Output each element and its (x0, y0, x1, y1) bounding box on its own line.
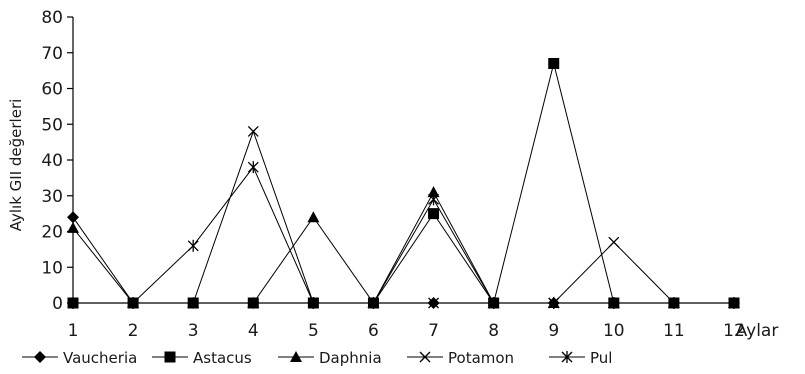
legend-item-daphnia: Daphnia (278, 349, 382, 367)
x-tick-label: 1 (68, 321, 79, 341)
series-daphnia (67, 186, 740, 308)
x-tick-label: 2 (128, 321, 139, 341)
data-point-daphnia (427, 186, 440, 198)
y-axis-title: Aylık GII değerleri (7, 99, 25, 232)
series-pul (67, 161, 740, 309)
legend-label: Daphnia (319, 349, 382, 367)
series-line-daphnia (72, 191, 734, 304)
data-point-vaucheria (67, 211, 79, 224)
data-point-pul (247, 161, 259, 174)
legend-marker-vaucheria (34, 351, 46, 363)
x-tick-label: 8 (488, 321, 499, 341)
x-axis-title: Aylar (736, 321, 779, 341)
data-point-potamon (187, 297, 199, 309)
x-tick-label: 5 (308, 321, 319, 341)
data-point-pul (608, 297, 620, 309)
y-tick-label: 30 (41, 187, 63, 207)
x-axis-ticks: 1 2 3 4 5 6 7 8 9 10 11 12 (68, 321, 745, 341)
data-point-potamon (247, 125, 259, 137)
legend-item-vaucheria: Vaucheria (22, 349, 137, 367)
series-line-pul (73, 166, 734, 304)
x-tick-label: 3 (188, 321, 199, 341)
x-tick-label: 4 (248, 321, 259, 341)
y-tick-label: 40 (41, 151, 63, 171)
y-tick-label: 80 (41, 8, 63, 28)
y-tick-label: 60 (41, 80, 63, 100)
legend: Vaucheria Astacus Daphnia Potamon Pul (22, 349, 612, 367)
data-point-pul (127, 297, 139, 309)
series-layer (67, 57, 740, 309)
y-tick-label: 10 (41, 258, 63, 278)
x-tick-label: 7 (428, 321, 439, 341)
data-point-potamon (428, 297, 440, 309)
y-axis-ticks: 0 10 20 30 40 50 60 70 80 (41, 8, 73, 314)
x-tick-label: 11 (663, 321, 685, 341)
legend-label: Astacus (193, 349, 252, 367)
y-tick-label: 0 (52, 294, 63, 314)
data-point-pul (367, 297, 379, 309)
legend-item-astacus: Astacus (152, 349, 252, 367)
legend-item-pul: Pul (549, 349, 612, 367)
legend-marker-astacus (164, 351, 176, 363)
series-line-vaucheria (72, 216, 734, 304)
data-point-pul (307, 297, 319, 309)
series-line-astacus (73, 63, 734, 305)
data-point-pul (488, 297, 500, 309)
data-point-pul (668, 297, 680, 309)
series-vaucheria (67, 211, 740, 309)
data-point-pul (187, 239, 199, 252)
x-tick-label: 10 (603, 321, 625, 341)
data-point-pul (67, 297, 79, 309)
legend-item-potamon: Potamon (407, 349, 514, 367)
data-point-daphnia (247, 297, 260, 308)
x-tick-label: 6 (368, 321, 379, 341)
x-tick-label: 12 (723, 321, 745, 341)
series-astacus (67, 57, 740, 309)
legend-label: Vaucheria (63, 349, 137, 367)
data-point-astacus (428, 208, 440, 220)
data-point-potamon (608, 236, 620, 248)
legend-marker-pul (561, 351, 573, 363)
legend-marker-potamon (419, 351, 431, 363)
data-point-daphnia (307, 211, 320, 223)
y-tick-label: 20 (41, 223, 63, 243)
data-point-astacus (548, 57, 560, 69)
y-tick-label: 70 (41, 44, 63, 64)
series-potamon (67, 125, 740, 309)
legend-label: Pul (590, 349, 612, 367)
y-tick-label: 50 (41, 115, 63, 135)
data-point-pul (548, 297, 560, 309)
data-point-pul (428, 193, 440, 206)
series-line-potamon (73, 129, 734, 304)
data-point-daphnia (67, 221, 79, 233)
legend-marker-daphnia (290, 351, 302, 362)
data-point-pul (728, 297, 740, 309)
legend-label: Potamon (448, 349, 514, 367)
x-tick-label: 9 (548, 321, 559, 341)
